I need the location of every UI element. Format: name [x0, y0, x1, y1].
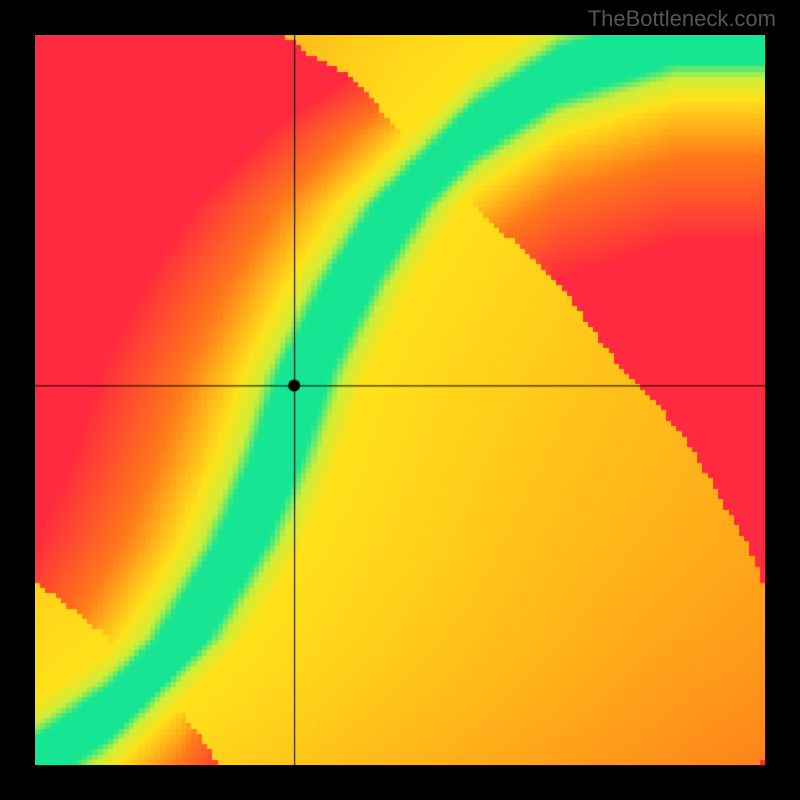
chart-container: TheBottleneck.com: [0, 0, 800, 800]
watermark-text: TheBottleneck.com: [588, 6, 776, 32]
heatmap-plot: [35, 35, 765, 765]
heatmap-canvas: [35, 35, 765, 765]
